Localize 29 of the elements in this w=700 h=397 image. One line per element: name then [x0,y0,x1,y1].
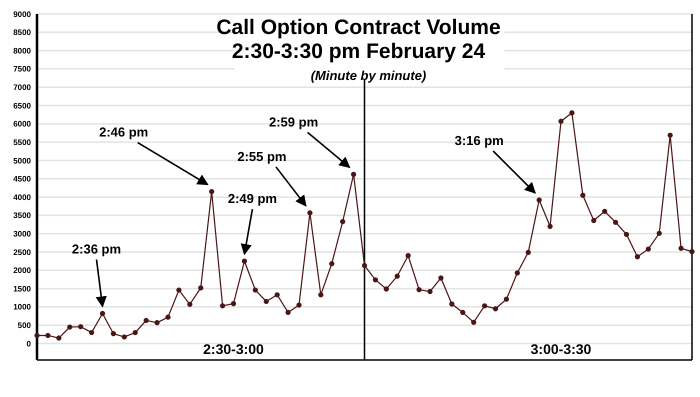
y-tick-label: 8000 [13,46,32,56]
y-tick-label: 1500 [13,284,32,294]
text: (Minute by minute) [310,68,426,83]
y-tick-label: 4000 [13,192,32,202]
annotation: 3:00-3:30 [530,341,592,357]
annotation: 2:46 pm [99,124,148,140]
y-tick-label: 8500 [13,28,32,38]
annotation: 2:55 pm [237,148,286,164]
annotation: 2:49 pm [228,191,277,206]
y-tick-label: 7500 [13,64,32,74]
y-tick-label: 5000 [13,156,32,166]
annotation: 2:59 pm [269,114,318,130]
y-tick-label: 6500 [13,101,32,110]
annotation: 3:16 pm [454,133,504,148]
y-tick-label: 5500 [13,138,32,147]
y-tick-label: 7000 [13,83,32,92]
y-tick-label: 3000 [13,229,32,238]
y-tick-label: 2000 [13,266,32,276]
annotation: 2:30-3:00 [203,341,264,357]
text: Call Option Contract Volume 2:30-3:30 pm February 24 [216,16,501,63]
y-tick-label: 3500 [13,211,32,220]
y-tick-label: 1000 [13,302,32,312]
y-tick-label: 6000 [13,120,32,129]
y-tick-label: 0 [26,339,32,348]
y-tick-label: 2500 [13,248,32,257]
y-tick-label: 4500 [13,174,32,184]
y-tick-label: 500 [18,321,32,330]
annotation: 2:36 pm [72,242,122,256]
y-tick-label: 9000 [13,10,32,19]
